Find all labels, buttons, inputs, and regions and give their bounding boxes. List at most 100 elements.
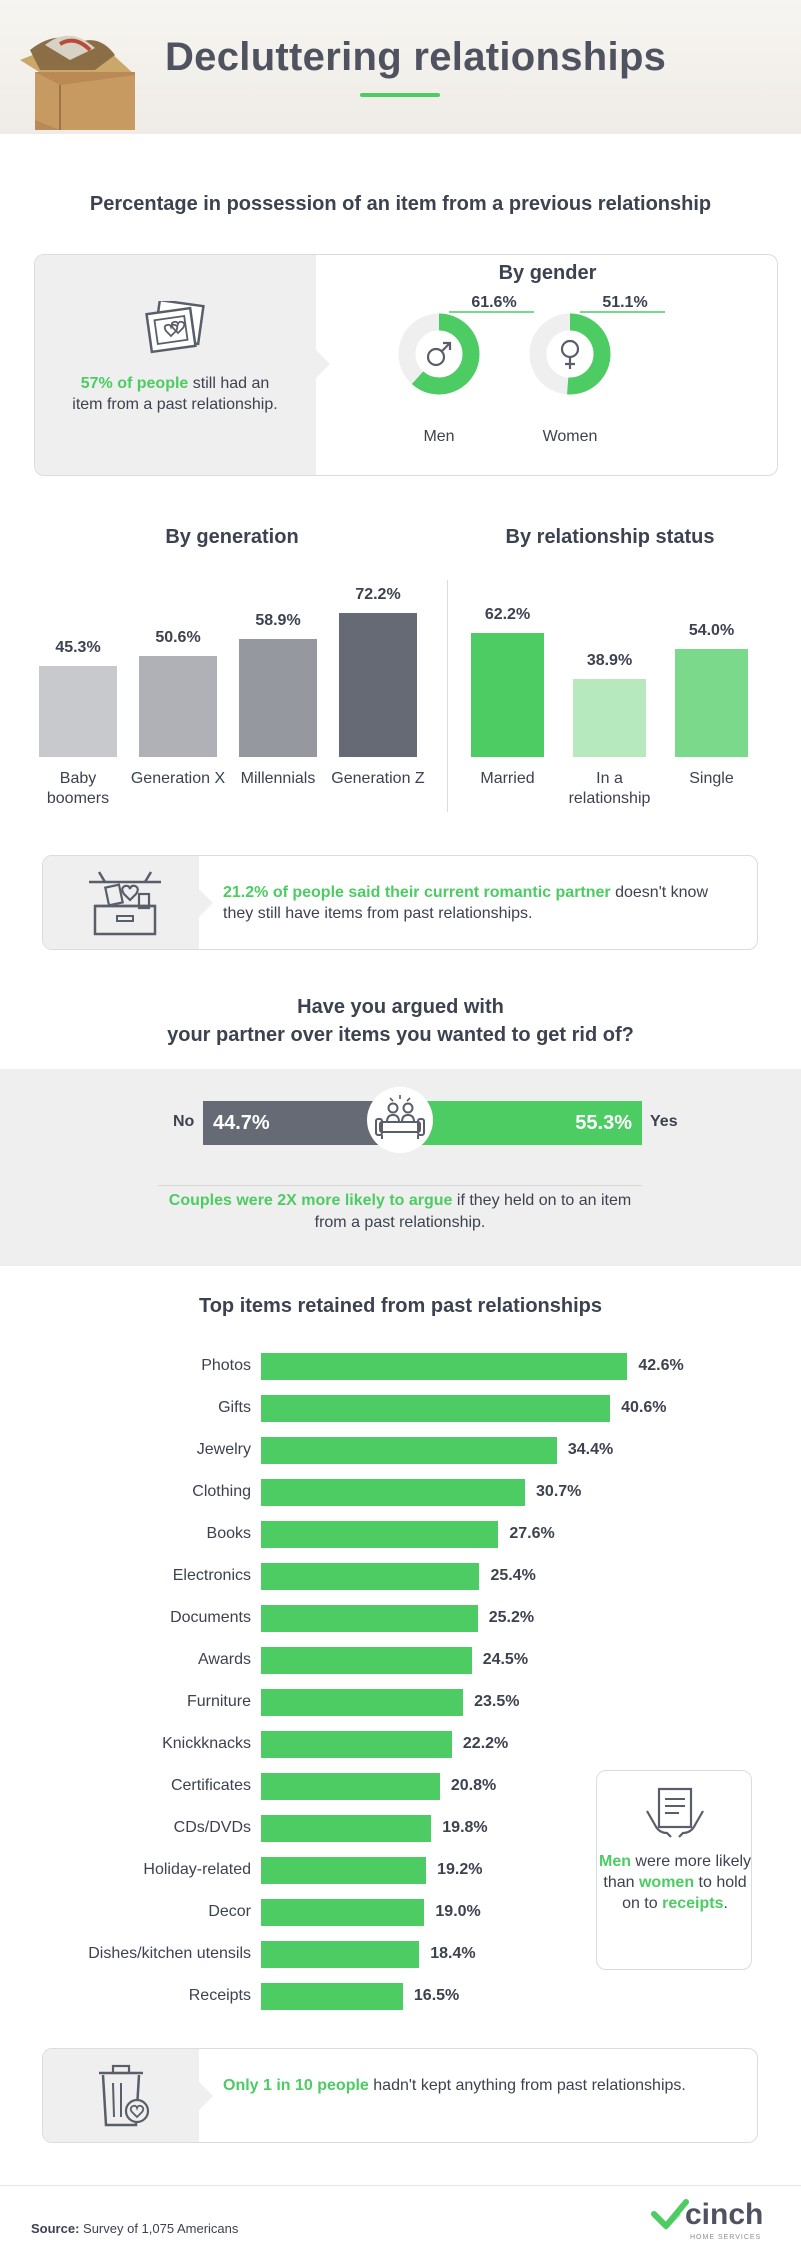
gender-donut-chart: 61.6% Men 51.1% Women (398, 294, 665, 445)
status-title: By relationship status (505, 526, 715, 548)
panel-notch (199, 2082, 213, 2110)
title-underline (360, 93, 440, 97)
item-category-label: Documents (170, 1609, 251, 1626)
panel-notch (316, 350, 330, 378)
item-value-label: 19.8% (442, 1819, 488, 1836)
item-value-label: 27.6% (509, 1525, 555, 1542)
bottom-note-highlight: Only 1 in 10 people (223, 2077, 369, 2094)
status-bar (573, 679, 646, 757)
item-category-label: Jewelry (196, 1441, 251, 1458)
receipts-card-text: Men were more likely than women to hold … (597, 1851, 753, 1914)
generation-bar (39, 666, 117, 757)
item-value-label: 30.7% (536, 1483, 582, 1500)
item-value-label: 40.6% (621, 1399, 667, 1416)
side-text-4: to hold on to (622, 1874, 747, 1912)
argue-no-bar: 44.7% (203, 1101, 400, 1145)
item-bar (261, 1983, 403, 2010)
photo-stack-icon (145, 301, 205, 354)
argue-title-line1: Have you argued with (297, 996, 504, 1018)
side-women: women (638, 1874, 695, 1891)
source-label: Source: (31, 2221, 80, 2236)
argue-note-rest: if they held on to an item from a past r… (314, 1192, 632, 1231)
couple-on-couch-icon (367, 1087, 433, 1153)
item-category-label: Electronics (172, 1567, 251, 1584)
partner-note-highlight: 21.2% of people said their current roman… (223, 884, 611, 901)
argue-no-value: 44.7% (213, 1112, 270, 1134)
item-category-label: CDs/DVDs (173, 1819, 251, 1836)
item-value-label: 42.6% (638, 1357, 684, 1374)
generation-bar (139, 655, 217, 757)
argue-yes-label: Yes (650, 1113, 678, 1130)
item-bar (261, 1941, 420, 1968)
cinch-checkmark-icon (651, 2199, 689, 2231)
item-category-label: Photos (201, 1357, 251, 1374)
item-value-label: 22.2% (462, 1735, 509, 1752)
generation-category-label: Millennials (240, 770, 316, 787)
generation-value-label: 45.3% (55, 639, 101, 657)
bottom-note-panel: Only 1 in 10 people hadn't kept anything… (42, 2048, 758, 2143)
partner-note-text: 21.2% of people said their current roman… (223, 882, 733, 924)
donut-category-label: Men (423, 428, 454, 445)
side-men: Men (598, 1853, 631, 1870)
bottom-note-text: Only 1 in 10 people hadn't kept anything… (223, 2075, 733, 2096)
generation-bar (239, 639, 317, 757)
item-value-label: 24.5% (482, 1651, 529, 1668)
item-value-label: 16.5% (413, 1987, 460, 2004)
item-bar (261, 1647, 472, 1674)
status-bar (471, 632, 544, 757)
item-value-label: 25.2% (488, 1609, 535, 1626)
item-value-label: 25.4% (490, 1567, 536, 1584)
generation-category-label: Generation Z (331, 770, 425, 787)
trash-can-heart-icon (99, 2064, 150, 2127)
donut-value-label: 51.1% (602, 294, 647, 311)
donut-slice-men (398, 313, 480, 395)
item-category-label: Receipts (188, 1987, 251, 2004)
items-section-title: Top items retained from past relationshi… (198, 1295, 603, 1317)
item-value-label: 18.4% (430, 1945, 476, 1962)
generation-value-label: 58.9% (255, 612, 301, 630)
donut-value-label: 61.6% (471, 294, 516, 311)
receipts-card: Men were more likely than women to hold … (596, 1770, 752, 1970)
possession-stat-rest: still had an item from a past relationsh… (72, 375, 278, 413)
cardboard-box-icon (20, 35, 135, 130)
item-category-label: Holiday-related (143, 1861, 251, 1878)
item-bar (261, 1563, 480, 1590)
item-bar (261, 1395, 611, 1422)
item-bar (261, 1773, 440, 1800)
argue-section-title: Have you argued with your partner over i… (0, 993, 801, 1049)
partner-note-rest: doesn't know they still have items from … (223, 884, 708, 922)
possession-panel: 57% of people still had an item from a p… (34, 254, 778, 476)
side-receipts: receipts (662, 1895, 724, 1912)
donut-slice-women (529, 313, 611, 395)
donut-category-label: Women (543, 428, 598, 445)
item-bar (261, 1353, 628, 1380)
argue-note-rule (158, 1185, 642, 1186)
item-bar (261, 1521, 499, 1548)
receipt-in-hands-icon (646, 1787, 704, 1838)
by-gender-title: By gender (498, 262, 597, 284)
item-value-label: 23.5% (474, 1693, 520, 1710)
item-bar (261, 1689, 464, 1716)
status-value-label: 54.0% (688, 622, 735, 639)
status-bar (675, 649, 748, 757)
item-bar (261, 1899, 425, 1926)
status-category-label: Single (689, 770, 734, 787)
status-value-label: 62.2% (484, 605, 531, 623)
item-category-label: Dishes/kitchen utensils (88, 1945, 251, 1962)
storage-box-icon (89, 871, 161, 936)
partner-note-panel: 21.2% of people said their current roman… (42, 855, 758, 950)
generation-value-label: 72.2% (355, 585, 401, 603)
header-banner: Decluttering relationships (0, 0, 801, 134)
bottom-note-rest: hadn't kept anything from past relations… (368, 2077, 686, 2094)
item-category-label: Certificates (170, 1777, 251, 1794)
status-category-label: In a relationship (568, 770, 651, 807)
argue-no-label: No (173, 1113, 195, 1130)
side-text-2: were more likely than (603, 1853, 752, 1891)
side-text-6: . (723, 1895, 728, 1912)
generation-category-label: Generation X (130, 770, 226, 787)
female-symbol-icon (560, 339, 580, 369)
male-symbol-icon (426, 341, 452, 367)
generation-bar (339, 612, 417, 757)
item-category-label: Decor (208, 1903, 251, 1920)
item-value-label: 19.0% (435, 1903, 481, 1920)
